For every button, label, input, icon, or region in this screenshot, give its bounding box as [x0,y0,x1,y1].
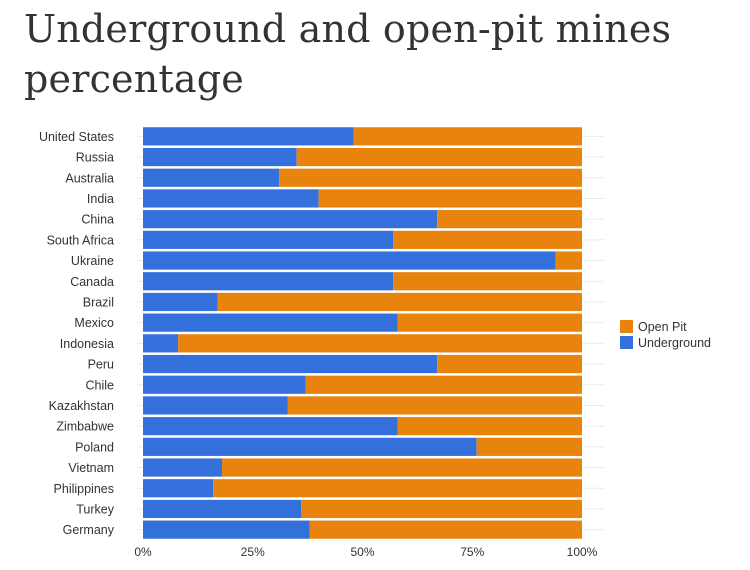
bar-underground [143,396,288,415]
bar-open-pit [305,375,582,394]
bar-open-pit [393,272,582,291]
category-label: Indonesia [60,337,114,351]
bar-open-pit [301,499,582,519]
x-tick-label: 0% [134,545,152,559]
bar-open-pit [555,251,582,270]
bar-underground [143,334,179,353]
bar-underground [143,230,394,249]
bar-underground [143,147,297,167]
category-label: Peru [88,358,114,372]
bar-underground [143,354,438,374]
bar-open-pit [222,458,582,477]
bar-open-pit [437,210,582,229]
bar-open-pit [437,354,582,374]
bar-underground [143,499,302,519]
category-label: China [81,213,114,227]
category-label: Mexico [74,316,114,330]
bar-open-pit [309,520,582,539]
bar-underground [143,375,306,394]
bar-open-pit [213,479,583,498]
x-tick-label: 25% [241,545,265,559]
category-label: Turkey [76,502,114,516]
category-label: Chile [86,378,115,392]
bar-underground [143,210,438,229]
legend-label: Underground [638,336,711,350]
category-label: Germany [63,523,115,537]
bar-underground [143,127,354,146]
bar-open-pit [397,417,582,436]
legend-swatch [620,336,633,349]
bar-underground [143,458,223,477]
category-label: Brazil [83,295,114,309]
x-axis-ticks: 0% 25% 50% 75% 100% [134,545,597,559]
bar-open-pit [393,230,582,249]
category-labels: United States Russia Australia India China So… [39,130,115,537]
bar-open-pit [476,437,582,456]
bars [143,127,583,539]
category-label: Philippines [54,482,114,496]
category-label: Kazakhstan [49,399,114,413]
bar-open-pit [178,334,582,353]
category-label: Ukraine [71,254,114,268]
bar-underground [143,189,319,208]
bar-open-pit [279,168,582,187]
category-label: Zimbabwe [56,420,114,434]
category-label: Canada [70,275,114,289]
bar-open-pit [353,127,582,146]
legend-swatch [620,320,633,333]
category-label: Vietnam [68,461,114,475]
category-label: Russia [76,151,114,165]
category-label: South Africa [47,233,114,247]
bar-open-pit [318,189,582,208]
legend: Open Pit Underground [620,320,711,350]
x-tick-label: 100% [567,545,598,559]
bar-underground [143,251,556,270]
x-tick-label: 75% [460,545,484,559]
category-label: Poland [75,440,114,454]
bar-underground [143,479,214,498]
bar-underground [143,417,398,436]
bar-underground [143,292,218,312]
x-tick-label: 50% [350,545,374,559]
chart-title: Underground and open-pit mines percentag… [24,7,672,101]
bar-open-pit [397,313,582,332]
bar-underground [143,313,398,332]
bar-underground [143,272,394,291]
bar-open-pit [217,292,582,312]
category-label: United States [39,130,114,144]
category-label: India [87,192,114,206]
category-label: Australia [65,171,114,185]
bar-open-pit [296,147,582,167]
bar-underground [143,520,310,539]
legend-label: Open Pit [638,320,687,334]
bar-open-pit [287,396,582,415]
bar-underground [143,437,477,456]
bar-underground [143,168,280,187]
